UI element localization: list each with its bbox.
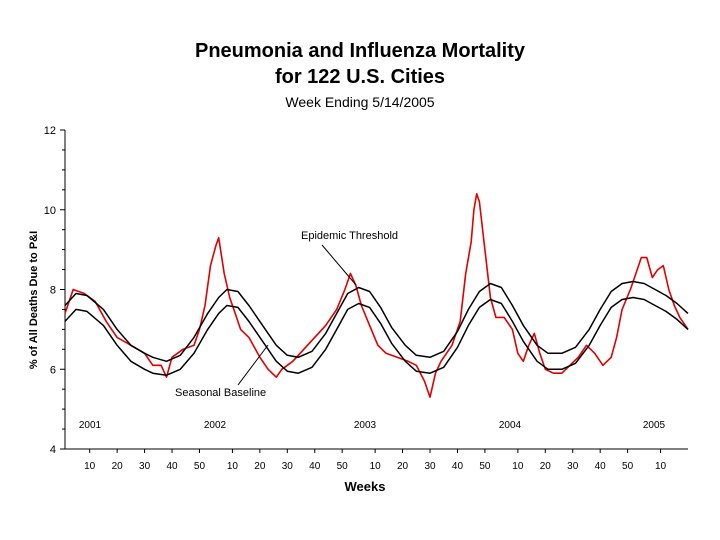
x-axis-title: Weeks xyxy=(345,479,386,494)
y-tick-label: 6 xyxy=(50,364,56,376)
x-tick-label: 10 xyxy=(370,461,382,472)
chart-title-line2: for 122 U.S. Cities xyxy=(274,66,446,88)
threshold-line xyxy=(64,280,689,363)
x-tick-label: 50 xyxy=(194,461,206,472)
x-tick-label: 10 xyxy=(512,461,524,472)
chart-subtitle: Week Ending 5/14/2005 xyxy=(285,94,435,110)
annotation-layer: Epidemic Threshold Seasonal Baseline xyxy=(175,230,398,399)
annotation-seasonal-baseline: Seasonal Baseline xyxy=(175,387,266,399)
x-tick-label: 20 xyxy=(397,461,409,472)
y-axis-title: % of All Deaths Due to P&I xyxy=(28,231,40,369)
x-tick-label: 10 xyxy=(655,461,667,472)
year-label: 2003 xyxy=(354,420,377,431)
x-tick-label: 40 xyxy=(595,461,607,472)
x-tick-label: 30 xyxy=(139,461,151,472)
observed-line xyxy=(64,193,689,398)
chart-title: Pneumonia and Influenza Mortality xyxy=(194,40,526,62)
y-tick-label: 12 xyxy=(44,125,56,137)
x-tick-label: 50 xyxy=(622,461,634,472)
axes: 4 6 8 10 12 10 20 30 40 50 10 20 30 40 50 10 20 30 40 50 10 2… xyxy=(44,125,688,472)
annotation-epidemic-threshold: Epidemic Threshold xyxy=(301,230,398,242)
year-label: 2005 xyxy=(643,420,666,431)
x-tick-label: 30 xyxy=(567,461,579,472)
baseline-line xyxy=(64,296,689,376)
x-tick-label: 40 xyxy=(452,461,464,472)
x-tick-label: 20 xyxy=(540,461,552,472)
year-label: 2002 xyxy=(204,420,227,431)
year-label: 2004 xyxy=(499,420,522,431)
x-tick-label: 40 xyxy=(309,461,321,472)
x-tick-label: 40 xyxy=(166,461,178,472)
annotation-leader-threshold xyxy=(321,244,357,286)
x-tick-label: 30 xyxy=(424,461,436,472)
x-tick-label: 50 xyxy=(337,461,349,472)
x-tick-label: 10 xyxy=(227,461,239,472)
x-tick-label: 50 xyxy=(479,461,491,472)
y-tick-label: 4 xyxy=(50,444,56,456)
x-tick-label: 30 xyxy=(282,461,294,472)
x-tick-label: 20 xyxy=(254,461,266,472)
annotation-leader-baseline xyxy=(237,344,269,386)
series-layer xyxy=(64,193,689,398)
y-tick-label: 10 xyxy=(44,205,56,217)
y-tick-label: 8 xyxy=(50,285,56,297)
x-tick-label: 10 xyxy=(84,461,96,472)
x-tick-label: 20 xyxy=(112,461,124,472)
year-label: 2001 xyxy=(79,420,102,431)
